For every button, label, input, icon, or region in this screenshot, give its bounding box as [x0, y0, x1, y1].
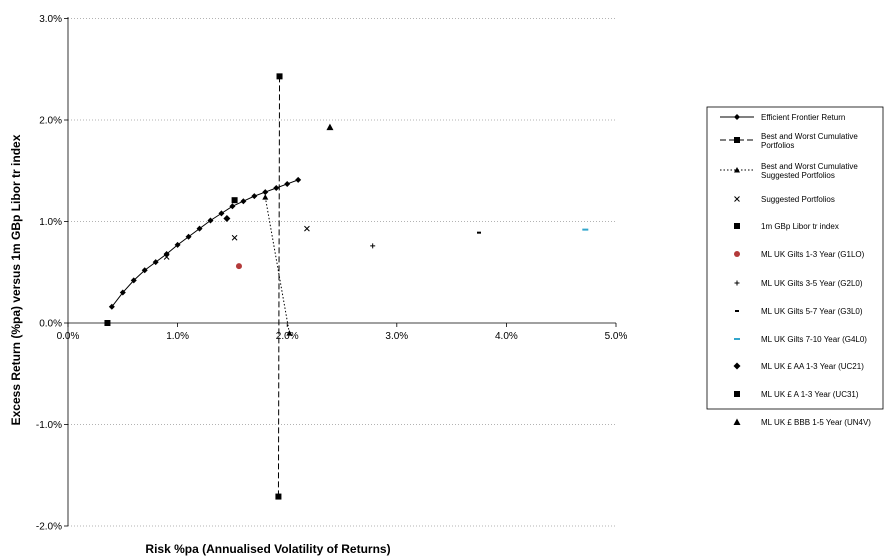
legend-label: ML UK Gilts 7-10 Year (G4L0) — [761, 335, 867, 344]
series-1-line — [277, 76, 281, 497]
series-lines — [111, 76, 299, 497]
series-5-point — [235, 263, 242, 270]
legend-label: Best and Worst Cumulative Suggested Portf… — [761, 162, 858, 180]
y-tick-label: 3.0% — [39, 14, 62, 25]
legend-swatch-marker — [734, 251, 740, 257]
series-10-point — [231, 197, 238, 204]
series-1-point — [276, 73, 283, 80]
y-tick-label: 1.0% — [39, 217, 62, 228]
legend: Efficient Frontier Return Best and Worst … — [706, 106, 884, 427]
x-tick-labels: 0.0% 1.0% 2.0% 3.0% 4.0% 5.0% — [57, 331, 628, 342]
series-9-point — [223, 214, 231, 222]
legend-swatch-marker — [734, 223, 740, 229]
series-2-point — [262, 194, 269, 200]
legend-label: ML UK £ AA 1-3 Year (UC21) — [761, 362, 864, 371]
series-0-line — [111, 179, 299, 308]
series-8-point — [582, 228, 589, 231]
series-0-point — [207, 217, 214, 224]
y-axis-title: Excess Return (%pa) versus 1m GBp Libor … — [9, 134, 23, 425]
legend-label: Best and Worst Cumulative Portfolios — [761, 132, 858, 150]
legend-label: 1m GBp Libor tr index — [761, 222, 839, 231]
legend-swatch-marker — [734, 196, 740, 202]
gridlines — [68, 18, 616, 527]
series-0-point — [229, 203, 236, 210]
series-0-point — [185, 233, 192, 240]
legend-swatch-marker — [734, 391, 740, 397]
legend-label: ML UK Gilts 5-7 Year (G3L0) — [761, 307, 863, 316]
legend-label: ML UK £ A 1-3 Year (UC31) — [761, 390, 859, 399]
series-11-point — [326, 123, 334, 131]
series-3-point — [163, 254, 170, 260]
series-0-point — [163, 250, 170, 257]
legend-swatch-marker — [734, 114, 740, 120]
series-0-point — [108, 303, 115, 310]
series-6-point — [370, 243, 376, 249]
series-7-point — [477, 231, 481, 234]
series-0-point — [251, 193, 258, 200]
x-tick-label: 4.0% — [495, 331, 518, 342]
series-0-point — [218, 210, 225, 217]
series-markers — [104, 73, 589, 500]
y-tick-labels: -2.0% -1.0% 0.0% 1.0% 2.0% 3.0% — [36, 14, 62, 533]
series-0-point — [295, 176, 302, 183]
series-0-point — [119, 289, 126, 296]
series-0-point — [284, 180, 291, 187]
series-0-point — [273, 185, 280, 192]
series-0-point — [174, 241, 181, 248]
x-tick-label: 3.0% — [385, 331, 408, 342]
series-0-point — [262, 189, 269, 196]
legend-swatch-marker — [734, 338, 740, 340]
legend-label: ML UK £ BBB 1-5 Year (UN4V) — [761, 418, 871, 427]
y-tick-label: -1.0% — [36, 420, 62, 431]
legend-swatch-marker — [734, 280, 740, 286]
series-3-point — [231, 234, 238, 241]
legend-label: ML UK Gilts 1-3 Year (G1LO) — [761, 250, 865, 259]
legend-swatch-marker — [734, 167, 740, 173]
series-0-point — [240, 198, 247, 205]
legend-label: Suggested Portfolios — [761, 195, 835, 204]
x-tick-label: 2.0% — [276, 331, 299, 342]
legend-swatch-marker — [735, 310, 739, 312]
series-0-point — [130, 277, 137, 284]
series-0-point — [141, 267, 148, 274]
series-1-point — [275, 493, 282, 500]
y-tick-label: 2.0% — [39, 116, 62, 127]
y-tick-label: 0.0% — [39, 319, 62, 330]
legend-swatch-marker — [734, 137, 740, 143]
series-2-line — [264, 197, 290, 334]
legend-box — [706, 106, 884, 410]
series-0-point — [152, 259, 159, 266]
x-tick-label: 1.0% — [166, 331, 189, 342]
series-3-point — [304, 225, 310, 232]
legend-label: Efficient Frontier Return — [761, 113, 845, 122]
series-0-point — [196, 225, 203, 232]
legend-swatch-marker — [733, 418, 741, 425]
legend-swatch-marker — [733, 362, 741, 370]
y-tick-label: -2.0% — [36, 522, 62, 533]
x-axis-title: Risk %pa (Annualised Volatility of Retur… — [145, 542, 390, 556]
x-tick-label: 5.0% — [605, 331, 628, 342]
series-2-point — [286, 330, 293, 336]
legend-label: ML UK Gilts 3-5 Year (G2L0) — [761, 279, 863, 288]
axes — [64, 17, 617, 527]
x-tick-label: 0.0% — [57, 331, 80, 342]
series-4-point — [104, 320, 111, 326]
